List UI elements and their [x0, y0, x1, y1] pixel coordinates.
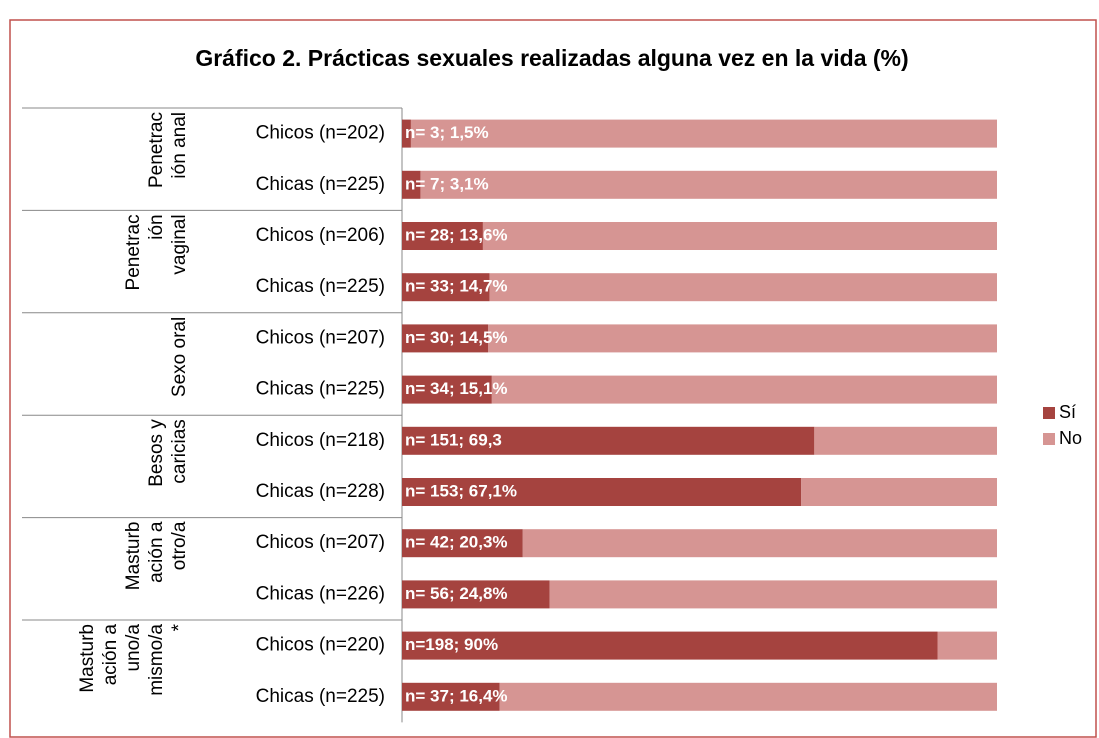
- bar-segment: [410, 119, 997, 148]
- group-label: ión anal: [169, 112, 190, 179]
- bar-segment: [402, 119, 411, 148]
- group-label: ación a: [100, 624, 121, 686]
- group-label: vaginal: [169, 214, 190, 274]
- value-label: n= 30; 14,5%: [405, 328, 508, 347]
- bar-segment: [402, 426, 815, 455]
- chart-title: Gráfico 2. Prácticas sexuales realizadas…: [195, 45, 908, 71]
- category-label: Chicas (n=225): [256, 276, 385, 297]
- group-label: uno/a: [123, 624, 144, 672]
- legend-label: Sí: [1059, 402, 1076, 422]
- bar-segment: [549, 580, 997, 609]
- value-label: n= 151; 69,3: [405, 430, 502, 449]
- group-label: otro/a: [169, 521, 190, 570]
- value-label: n= 33; 14,7%: [405, 277, 508, 296]
- value-label: n= 7; 3,1%: [405, 174, 489, 193]
- legend-swatch: [1043, 433, 1055, 445]
- bar-segment: [489, 273, 997, 302]
- group-label: Penetrac: [123, 214, 144, 290]
- category-label: Chicos (n=206): [256, 225, 385, 246]
- category-label: Chicos (n=218): [256, 430, 385, 451]
- bar-segment: [402, 375, 492, 404]
- category-label: Chicos (n=202): [256, 123, 385, 144]
- group-label: Besos y: [146, 419, 167, 487]
- bar-segment: [814, 426, 997, 455]
- group-label: Masturb: [77, 624, 98, 693]
- group-label: caricias: [169, 419, 190, 483]
- value-label: n= 37; 16,4%: [405, 686, 508, 705]
- group-label: Masturb: [123, 522, 144, 591]
- category-label: Chicos (n=207): [256, 532, 385, 553]
- bar-segment: [488, 324, 997, 353]
- value-label: n= 28; 13,6%: [405, 225, 508, 244]
- value-label: n= 34; 15,1%: [405, 379, 508, 398]
- bar-segment: [522, 529, 997, 558]
- value-label: n= 153; 67,1%: [405, 481, 517, 500]
- value-label: n= 42; 20,3%: [405, 533, 508, 552]
- bar-segment: [402, 170, 421, 199]
- legend-swatch: [1043, 407, 1055, 419]
- value-label: n=198; 90%: [405, 635, 498, 654]
- bar-segment: [402, 682, 500, 711]
- bar-segment: [402, 324, 489, 353]
- group-label: Sexo oral: [169, 317, 190, 397]
- group-label: mismo/a: [146, 624, 167, 696]
- value-label: n= 3; 1,5%: [405, 123, 489, 142]
- category-label: Chicos (n=220): [256, 635, 385, 656]
- bar-segment: [402, 273, 490, 302]
- bar-segment: [499, 682, 997, 711]
- bar-segment: [482, 222, 997, 250]
- bar-segment: [402, 478, 802, 506]
- group-label: *: [169, 623, 190, 631]
- category-label: Chicas (n=225): [256, 379, 385, 400]
- bar-segment: [420, 170, 997, 199]
- group-label: ación a: [146, 521, 167, 583]
- bar-segment: [402, 529, 523, 558]
- legend-label: No: [1059, 428, 1082, 448]
- bar-segment: [937, 631, 997, 660]
- group-label: Penetrac: [146, 112, 167, 188]
- category-label: Chicos (n=207): [256, 327, 385, 348]
- bar-segment: [402, 580, 550, 609]
- bar-segment: [801, 478, 997, 506]
- category-label: Chicas (n=226): [256, 583, 385, 604]
- category-label: Chicas (n=225): [256, 174, 385, 195]
- value-label: n= 56; 24,8%: [405, 584, 508, 603]
- bar-segment: [491, 375, 997, 404]
- category-label: Chicas (n=228): [256, 481, 385, 502]
- group-label: ión: [146, 214, 167, 239]
- bar-segment: [402, 222, 483, 250]
- category-label: Chicas (n=225): [256, 686, 385, 707]
- bar-segment: [402, 631, 938, 660]
